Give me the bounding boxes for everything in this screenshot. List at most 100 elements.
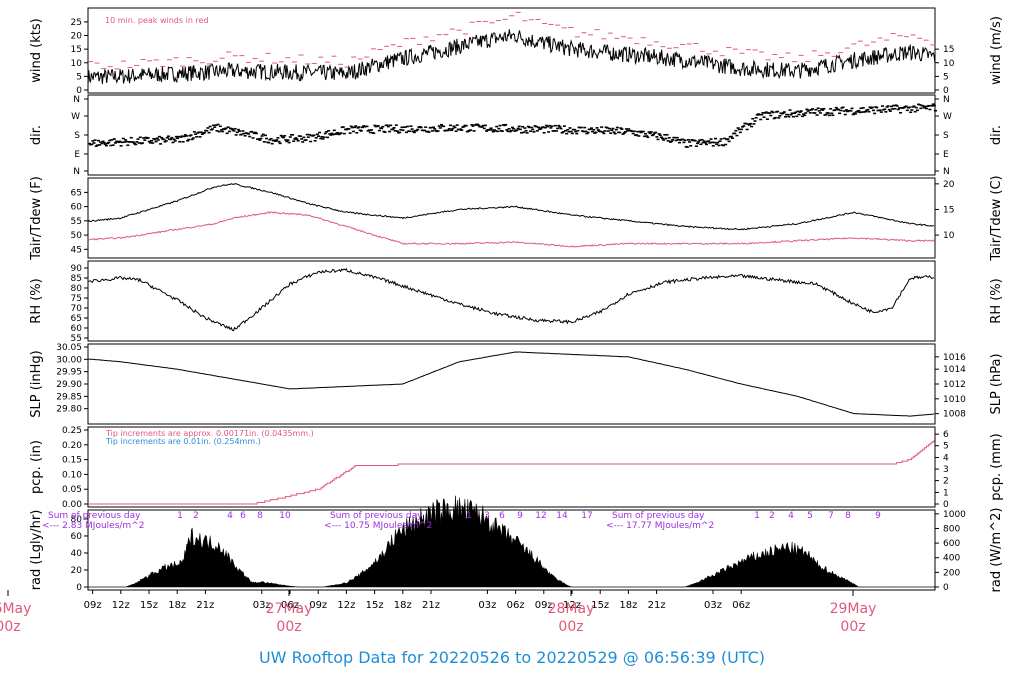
dir-point bbox=[100, 142, 104, 145]
dir-point bbox=[711, 145, 715, 147]
rad-hour-label: 4 bbox=[227, 511, 233, 521]
dir-point bbox=[385, 124, 389, 127]
dir-point bbox=[868, 106, 872, 108]
dir-point bbox=[359, 130, 363, 132]
dir-point bbox=[216, 123, 220, 126]
dir-point bbox=[285, 140, 289, 143]
dir-point bbox=[250, 130, 254, 133]
pcp-rtick-label: 2 bbox=[943, 477, 949, 487]
radiation-area bbox=[88, 495, 935, 588]
pcp-ylabel-right: pcp. (mm) bbox=[989, 433, 1004, 500]
temp-ytick-label: 60 bbox=[71, 203, 83, 213]
dir-point bbox=[596, 129, 600, 131]
dir-point bbox=[173, 140, 177, 142]
dir-point bbox=[159, 143, 163, 145]
dir-point bbox=[559, 127, 563, 130]
dir-point bbox=[236, 128, 240, 131]
dir-point bbox=[930, 105, 934, 107]
x-day-label: 26May bbox=[0, 601, 31, 617]
dir-point bbox=[155, 137, 159, 140]
dir-point bbox=[307, 133, 311, 136]
dir-point bbox=[562, 125, 566, 127]
dir-point bbox=[796, 110, 800, 113]
dir-point bbox=[480, 126, 484, 128]
dir-point bbox=[689, 145, 693, 147]
dir-point bbox=[521, 125, 525, 128]
x-axis: 09z 12z 15z 18z 21z 03z 06z 09z 12z 15z 18z 21z 03z 0… bbox=[0, 589, 935, 635]
dir-point bbox=[408, 130, 412, 133]
wind-frame bbox=[87, 7, 936, 94]
wind-rtick-label: 10 bbox=[943, 59, 955, 69]
dir-point bbox=[329, 134, 333, 136]
dir-point bbox=[870, 106, 874, 109]
dir-point bbox=[160, 136, 164, 139]
dir-point bbox=[331, 133, 335, 136]
dir-point bbox=[741, 126, 745, 128]
dir-point bbox=[162, 138, 166, 141]
dir-point bbox=[448, 124, 452, 127]
dir-point bbox=[682, 141, 686, 144]
dir-point bbox=[226, 126, 230, 129]
dir-point bbox=[605, 127, 609, 129]
dir-point bbox=[194, 133, 198, 135]
wind-ytick-label: 25 bbox=[71, 18, 82, 28]
pcp-note-approx: Tip increments are approx. 0.00171in. (0… bbox=[105, 429, 314, 438]
dir-point bbox=[523, 127, 527, 129]
dir-point bbox=[532, 131, 536, 133]
rad-hour-label: 5 bbox=[807, 511, 813, 521]
dir-point bbox=[934, 109, 937, 112]
dir-point bbox=[409, 125, 413, 127]
dir-point bbox=[391, 128, 395, 130]
pcp-ylabel: pcp. (in) bbox=[29, 440, 44, 494]
dir-point bbox=[142, 137, 146, 139]
slp-rtick-label: 1014 bbox=[943, 365, 966, 375]
temp-series-0 bbox=[87, 183, 935, 231]
slp-ytick-label: 30.05 bbox=[56, 343, 82, 353]
dir-ytick-label: N bbox=[73, 95, 80, 105]
dir-point bbox=[733, 132, 737, 135]
dir-point bbox=[212, 124, 216, 127]
dir-point bbox=[315, 133, 319, 136]
dir-point bbox=[180, 135, 184, 137]
dir-point bbox=[719, 138, 723, 140]
dir-point bbox=[455, 124, 459, 126]
dir-point bbox=[818, 112, 822, 114]
dir-point bbox=[95, 144, 99, 147]
dir-point bbox=[827, 114, 831, 117]
x-tick-label: 03z bbox=[478, 600, 496, 611]
dir-point bbox=[545, 125, 549, 128]
dir-point bbox=[438, 127, 442, 129]
dir-point bbox=[858, 111, 862, 114]
dir-point bbox=[666, 140, 670, 142]
dir-point bbox=[738, 131, 742, 134]
dir-point bbox=[758, 113, 762, 116]
dir-point bbox=[133, 142, 137, 145]
dir-point bbox=[205, 129, 209, 132]
dir-point bbox=[685, 146, 689, 148]
dir-point bbox=[298, 135, 302, 138]
x-tick-label: 15z bbox=[140, 600, 158, 611]
dir-point bbox=[126, 144, 130, 147]
x-tick-label: 06z bbox=[281, 600, 299, 611]
slp-frame bbox=[87, 343, 936, 425]
dir-point bbox=[320, 135, 324, 138]
rh-frame bbox=[87, 260, 936, 342]
dir-point bbox=[263, 134, 267, 137]
dir-point bbox=[360, 126, 364, 129]
dir-point bbox=[887, 108, 891, 111]
dir-point bbox=[574, 130, 578, 133]
rad-sum-title: Sum of previous day bbox=[48, 511, 141, 521]
dir-point bbox=[749, 122, 753, 125]
dir-point bbox=[885, 106, 889, 108]
x-tick-label: 03z bbox=[704, 600, 722, 611]
dir-point bbox=[242, 132, 246, 135]
dir-point bbox=[582, 130, 586, 133]
rad-hour-label: 4 bbox=[788, 511, 794, 521]
dir-point bbox=[483, 124, 487, 127]
dir-point bbox=[773, 116, 777, 119]
pcp-ytick-label: 0.15 bbox=[62, 456, 82, 466]
dir-point bbox=[497, 127, 501, 130]
dir-point bbox=[539, 128, 543, 130]
dir-point bbox=[300, 138, 304, 140]
dir-point bbox=[927, 104, 931, 107]
